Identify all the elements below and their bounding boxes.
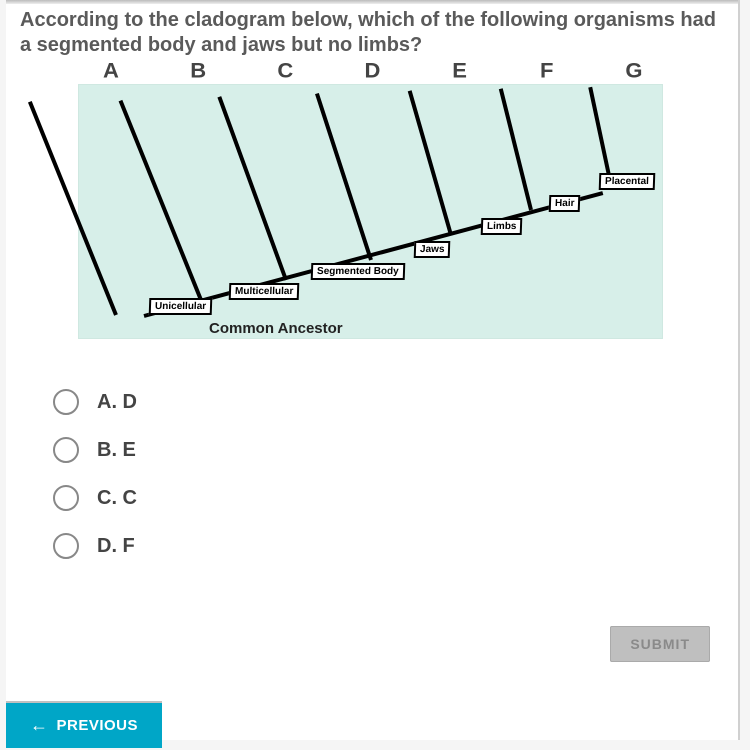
taxon-label: G	[619, 59, 649, 84]
divider	[6, 0, 738, 4]
radio-icon[interactable]	[53, 389, 79, 415]
trait-label: Placental	[599, 173, 656, 190]
trait-label: Segmented Body	[311, 263, 405, 280]
trait-label: Unicellular	[149, 298, 213, 315]
option-text: A. D	[97, 391, 137, 414]
trait-label: Hair	[549, 195, 581, 212]
answer-option[interactable]: C. C	[53, 485, 726, 511]
previous-label: PREVIOUS	[57, 717, 139, 734]
option-text: B. E	[97, 439, 136, 462]
trait-label: Multicellular	[229, 283, 300, 300]
option-text: D. F	[97, 535, 135, 558]
option-text: C. C	[97, 487, 137, 510]
taxon-label: E	[445, 59, 475, 84]
branch-line	[28, 101, 118, 316]
answer-option[interactable]: D. F	[53, 533, 726, 559]
trait-label: Jaws	[414, 241, 451, 258]
cladogram: Unicellular Multicellular Segmented Body Ja…	[78, 84, 663, 339]
taxon-label: F	[532, 59, 562, 84]
radio-icon[interactable]	[53, 437, 79, 463]
branch-line	[499, 88, 533, 210]
branch-line	[588, 87, 613, 186]
answer-option[interactable]: A. D	[53, 389, 726, 415]
trunk-line	[143, 191, 603, 318]
arrow-left-icon: ←	[30, 715, 49, 736]
question-card: According to the cladogram below, which …	[6, 0, 740, 740]
question-text: According to the cladogram below, which …	[20, 8, 722, 58]
trait-label: Limbs	[481, 218, 523, 235]
previous-button[interactable]: ← PREVIOUS	[6, 701, 162, 748]
taxon-label: D	[357, 59, 387, 84]
answer-option[interactable]: B. E	[53, 437, 726, 463]
submit-button[interactable]: SUBMIT	[610, 626, 710, 662]
taxon-label: B	[183, 59, 213, 84]
branch-line	[315, 93, 373, 261]
radio-icon[interactable]	[53, 485, 79, 511]
taxon-label: A	[96, 59, 126, 84]
radio-icon[interactable]	[53, 533, 79, 559]
branch-line	[119, 100, 203, 301]
branch-line	[217, 96, 287, 281]
common-ancestor-label: Common Ancestor	[209, 320, 343, 337]
branch-line	[408, 90, 453, 235]
cladogram-container: A B C D E F G Unicellular Multicellular Segmente…	[78, 58, 663, 339]
taxa-row: A B C D E F G	[78, 59, 663, 84]
answer-list: A. D B. E C. C D. F	[53, 389, 726, 559]
taxon-label: C	[270, 59, 300, 84]
